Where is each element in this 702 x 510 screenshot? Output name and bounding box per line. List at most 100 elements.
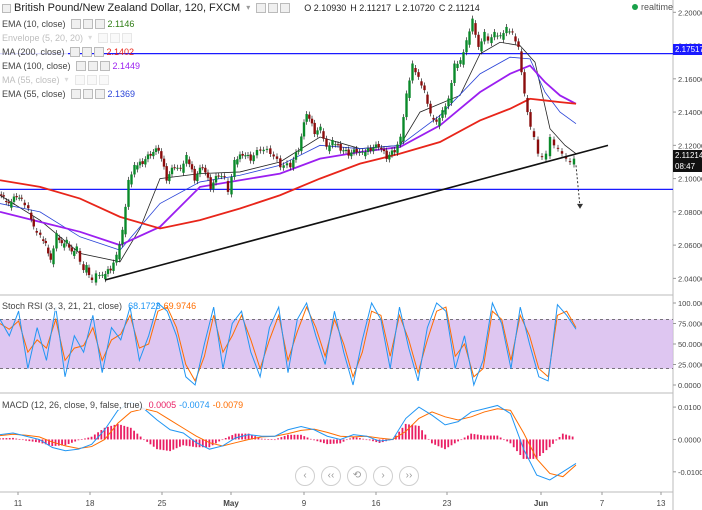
close-icon[interactable] — [93, 47, 104, 57]
macd-hist-bar — [529, 439, 531, 459]
macd-hist-bar — [499, 437, 502, 440]
candle-body — [144, 159, 147, 165]
settings-icon[interactable] — [87, 61, 98, 71]
stoch-d-line — [0, 305, 577, 383]
macd-hist-bar — [38, 439, 41, 443]
indicator-name[interactable]: Envelope (5, 20, 20) — [0, 33, 87, 43]
candle-body — [414, 68, 417, 73]
macd-hist-bar — [90, 436, 93, 440]
chevron-down-icon[interactable]: ▾ — [64, 75, 69, 84]
close-icon[interactable] — [98, 75, 109, 85]
candle-body — [230, 176, 233, 195]
candle-body — [374, 144, 378, 148]
macd-tick-label: -0.0100 — [678, 468, 702, 477]
close-icon[interactable] — [94, 19, 105, 29]
ohlc-close: C 2.11214 — [438, 3, 480, 13]
macd-hist-bar — [552, 439, 554, 444]
macd-hist-bar — [57, 439, 60, 446]
indicator-name[interactable]: EMA (55, close) — [0, 89, 69, 99]
settings-icon[interactable] — [268, 3, 279, 13]
hide-icon[interactable] — [69, 47, 80, 57]
candle-body — [101, 274, 104, 276]
candle-body — [272, 154, 275, 157]
price-tick-label: 2.12000 — [678, 141, 702, 150]
ma-line — [0, 64, 577, 247]
macd-hist-bar — [359, 438, 361, 440]
stoch-rsi-name[interactable]: Stoch RSI (3, 3, 21, 21, close) — [0, 301, 126, 311]
macd-hist-bar — [447, 439, 450, 448]
scroll-left-icon[interactable]: ‹ — [295, 466, 315, 486]
candle-body — [382, 149, 386, 152]
candle-body — [176, 167, 179, 169]
hide-icon[interactable] — [256, 3, 267, 13]
hide-icon[interactable] — [74, 75, 85, 85]
hide-icon[interactable] — [75, 61, 86, 71]
macd-hist-bar — [87, 437, 90, 440]
macd-hist-bar — [512, 439, 515, 448]
macd-hist-bar — [25, 439, 27, 441]
candle-body — [490, 37, 493, 44]
indicator-name[interactable]: EMA (10, close) — [0, 19, 69, 29]
close-icon[interactable] — [122, 33, 133, 43]
scroll-right-icon[interactable]: › — [373, 466, 393, 486]
candle-body — [90, 277, 94, 281]
indicator-name[interactable]: EMA (100, close) — [0, 61, 74, 71]
arrow-head-icon — [577, 203, 583, 209]
time-axis-label: 11 — [14, 499, 23, 508]
hide-icon[interactable] — [70, 89, 81, 99]
candle-body — [217, 175, 220, 177]
close-icon[interactable] — [280, 3, 291, 13]
candle-body — [502, 33, 505, 40]
candle-body — [112, 262, 115, 271]
settings-icon[interactable] — [86, 75, 97, 85]
macd-hist-bar — [309, 438, 312, 440]
macd-tick-label: 0.0000 — [678, 435, 701, 444]
hide-icon[interactable] — [98, 33, 109, 43]
candle-body — [18, 197, 21, 199]
candle-body — [160, 151, 163, 159]
indicator-name[interactable]: MA (200, close) — [0, 47, 68, 57]
settings-icon[interactable] — [82, 89, 93, 99]
candle-body — [238, 154, 242, 160]
candle-body — [2, 195, 5, 197]
candle-body — [94, 273, 98, 283]
collapse-toggle-icon[interactable] — [2, 3, 11, 13]
settings-icon[interactable] — [110, 33, 121, 43]
macd-hist-bar — [270, 439, 273, 440]
time-axis-label: May — [223, 499, 239, 508]
candle-body — [5, 201, 8, 203]
macd-hist-bar — [143, 439, 145, 441]
candle-body — [82, 264, 85, 271]
macd-hist-bar — [113, 424, 116, 440]
indicator-value: 2.1449 — [112, 61, 141, 71]
macd-hist-bar — [8, 437, 11, 440]
hide-icon[interactable] — [70, 19, 81, 29]
macd-hist-bar — [234, 433, 237, 440]
macd-hist-bar — [424, 434, 427, 440]
candle-body — [302, 122, 306, 137]
candle-body — [75, 246, 78, 251]
scroll-far-right-icon[interactable]: ›› — [399, 466, 419, 486]
candle-body — [423, 85, 426, 91]
symbol-title[interactable]: British Pound/New Zealand Dollar, 120, F… — [14, 2, 241, 14]
reset-chart-icon[interactable]: ⟲ — [347, 466, 367, 486]
candle-body — [193, 168, 196, 181]
macd-hist-bar — [77, 439, 80, 441]
macd-hist-bar — [84, 438, 86, 440]
candle-body — [523, 72, 526, 94]
settings-icon[interactable] — [81, 47, 92, 57]
close-icon[interactable] — [94, 89, 105, 99]
chevron-down-icon[interactable]: ▾ — [246, 3, 251, 12]
macd-name[interactable]: MACD (12, 26, close, 9, false, true) — [0, 400, 146, 410]
indicator-name[interactable]: MA (55, close) — [0, 75, 63, 85]
scroll-far-left-icon[interactable]: ‹‹ — [321, 466, 341, 486]
candle-body — [344, 149, 348, 151]
chevron-down-icon[interactable]: ▾ — [88, 33, 93, 42]
macd-hist-bar — [545, 439, 548, 451]
close-icon[interactable] — [99, 61, 110, 71]
settings-icon[interactable] — [82, 19, 93, 29]
price-tick-label: 2.04000 — [678, 274, 702, 283]
candle-body — [334, 144, 337, 146]
